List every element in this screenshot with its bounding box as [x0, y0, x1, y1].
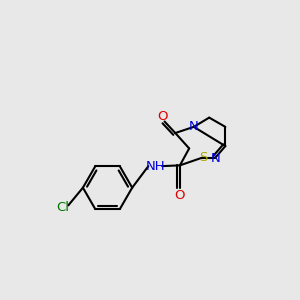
Text: NH: NH	[146, 160, 165, 172]
Text: Cl: Cl	[56, 201, 69, 214]
Text: O: O	[158, 110, 168, 123]
Text: N: N	[211, 152, 221, 165]
Text: N: N	[189, 120, 199, 134]
Text: S: S	[199, 151, 207, 164]
Text: O: O	[175, 189, 185, 202]
